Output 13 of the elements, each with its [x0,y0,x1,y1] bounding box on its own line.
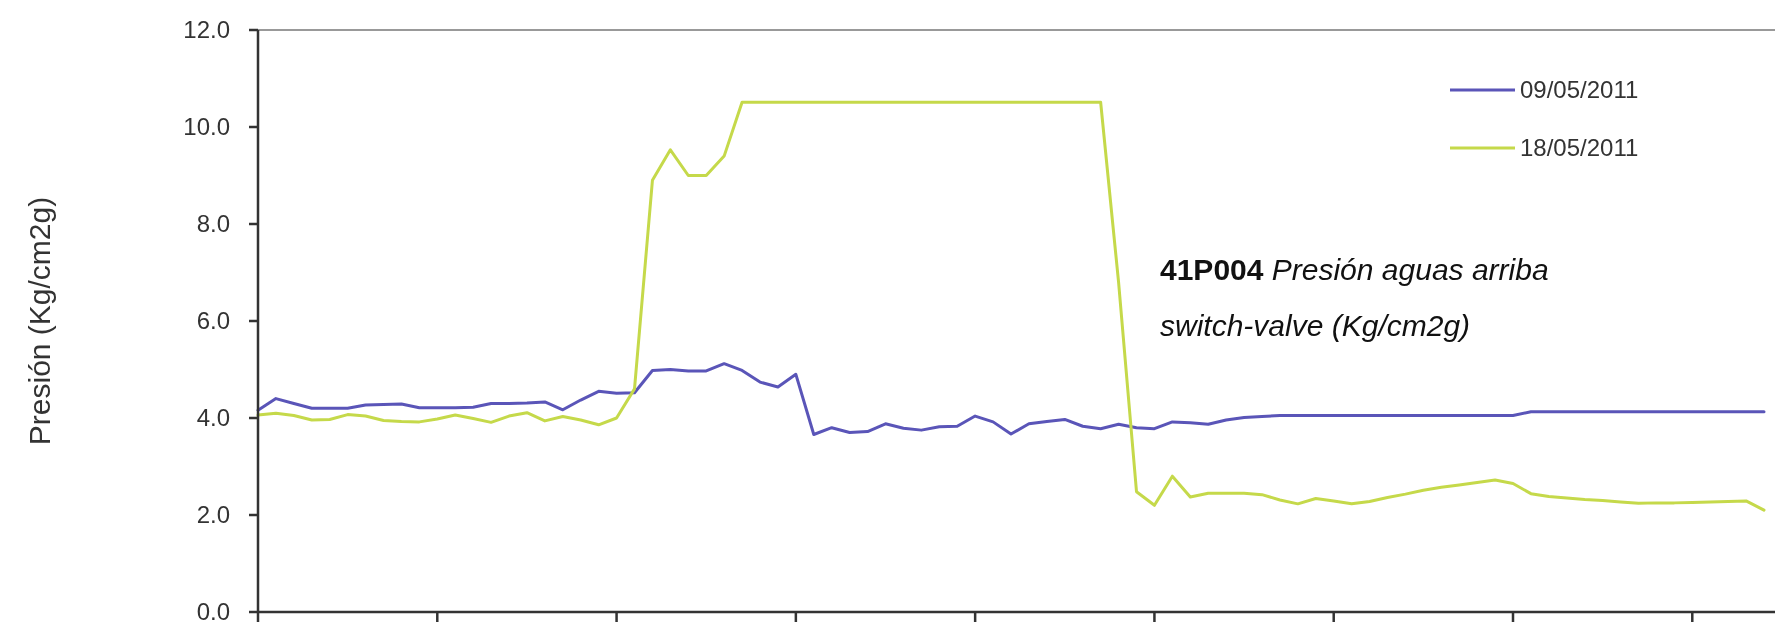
y-tick-label: 8.0 [196,210,230,238]
y-axis-title: Presión (Kg/cm2g) [23,196,56,446]
legend-label: 09/05/2011 [1520,76,1639,104]
y-tick-label: 0.0 [196,598,230,626]
y-tick-label: 12.0 [183,16,230,44]
y-tick-label: 4.0 [196,404,230,432]
y-tick-label: 6.0 [196,307,230,335]
legend-label: 18/05/2011 [1520,134,1639,162]
y-tick-label: 10.0 [183,113,230,141]
line-series [256,362,1766,436]
annotation: 41P004 Presión aguas arriba switch-valve (Kg/cm2g) [1160,253,1549,342]
line-series [256,100,1766,512]
y-tick-label: 2.0 [196,501,230,529]
